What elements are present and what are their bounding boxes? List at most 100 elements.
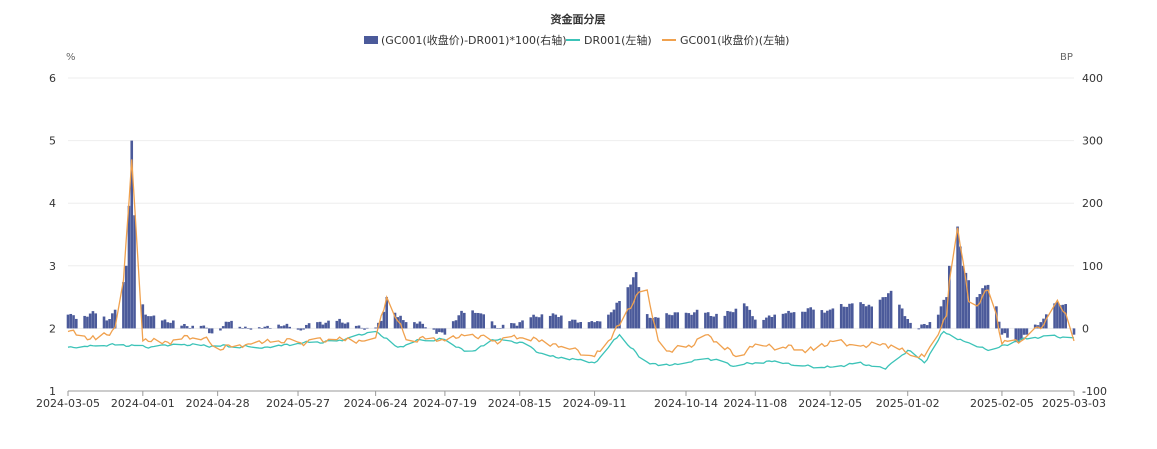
spread-bar (163, 319, 167, 329)
spread-bar (1042, 318, 1045, 329)
spread-bar (668, 314, 671, 329)
spread-bar (515, 325, 519, 329)
spread-bar (122, 282, 125, 329)
spread-bar (238, 326, 242, 329)
legend-label-spread: (GC001(收盘价)-DR001)*100(右轴) (381, 33, 567, 47)
spread-bar (612, 309, 616, 329)
legend-label-gc001: GC001(收盘价)(左轴) (680, 33, 789, 47)
x-tick-label: 2024-03-05 (36, 397, 100, 410)
spread-bar (745, 306, 749, 329)
spread-bar (1053, 303, 1056, 329)
spread-bar (144, 314, 147, 329)
spread-bar (823, 312, 826, 329)
spread-bar (579, 322, 582, 329)
spread-bar (967, 280, 970, 329)
left-tick-label: 3 (49, 260, 56, 273)
spread-bar (75, 318, 78, 329)
spread-bar (521, 320, 524, 329)
spread-bar (404, 322, 408, 329)
spread-bar (742, 303, 746, 329)
spread-bar (282, 325, 286, 329)
spread-bar (133, 215, 136, 329)
right-axis: -100 0 100 200 300 400 (1082, 72, 1107, 398)
spread-bar (316, 322, 319, 329)
spread-bar (548, 315, 552, 329)
spread-bar (188, 328, 192, 329)
spread-bar (266, 325, 269, 329)
spread-bar (695, 309, 699, 329)
spread-bar (687, 313, 691, 329)
spread-bar (590, 321, 594, 329)
spread-bar (731, 312, 735, 329)
spread-bar (1072, 328, 1076, 335)
spread-bar (571, 319, 574, 329)
spread-bar (936, 314, 940, 329)
spread-bar (801, 311, 804, 329)
right-tick-label: 400 (1082, 72, 1103, 85)
spread-bar (629, 284, 632, 329)
spread-bar (618, 301, 621, 329)
x-tick-label: 2024-07-19 (413, 397, 477, 410)
legend-item-dr001[interactable]: DR001(左轴) (566, 33, 652, 47)
spread-bar (809, 307, 813, 329)
spread-bar (221, 326, 225, 329)
spread-bar (91, 311, 95, 329)
spread-bar (343, 323, 347, 329)
spread-bar (321, 324, 325, 329)
spread-bar (318, 321, 322, 329)
spread-bar (925, 325, 929, 329)
spread-bar (435, 328, 438, 334)
spread-bar (654, 317, 657, 329)
spread-bar (474, 312, 477, 329)
spread-bar (169, 322, 172, 329)
spread-bar (1039, 322, 1043, 329)
x-tick-label: 2025-01-02 (876, 397, 940, 410)
spread-bar (997, 321, 1001, 329)
spread-bar (496, 328, 499, 329)
spread-bar (219, 328, 222, 331)
right-axis-unit: BP (1060, 52, 1073, 63)
legend-item-gc001[interactable]: GC001(收盘价)(左轴) (662, 33, 789, 47)
spread-bar (299, 328, 303, 331)
spread-bar (1014, 328, 1018, 343)
spread-bar (862, 303, 865, 329)
spread-bar (529, 317, 533, 329)
spread-bar (648, 317, 652, 329)
left-tick-label: 1 (49, 385, 56, 398)
spread-bar (363, 328, 366, 330)
spread-bar (1044, 314, 1048, 329)
spread-bar (69, 313, 73, 329)
spread-bar (432, 328, 436, 330)
spread-bar (978, 294, 982, 329)
spread-bar (767, 315, 771, 329)
spread-bar (199, 325, 203, 329)
x-tick-label: 2025-03-03 (1042, 397, 1106, 410)
spread-bar (959, 246, 962, 329)
spread-bar (961, 265, 965, 329)
x-tick-label: 2024-05-27 (266, 397, 330, 410)
spread-bar (693, 312, 696, 329)
left-tick-label: 5 (49, 135, 56, 148)
spread-bar (942, 299, 946, 329)
spread-bar (1000, 328, 1004, 335)
spread-bar (454, 320, 458, 329)
left-axis-unit: % (66, 52, 76, 63)
spread-bar (463, 312, 466, 329)
spread-bar (141, 304, 145, 329)
spread-bar (596, 321, 599, 329)
legend-item-spread[interactable]: (GC001(收盘价)-DR001)*100(右轴) (364, 33, 567, 47)
spread-bar (227, 321, 231, 329)
spread-bar (305, 324, 308, 329)
spread-bar (1022, 328, 1026, 335)
spread-bar (111, 313, 114, 329)
spread-bar (130, 140, 134, 329)
x-tick-label: 2024-10-14 (654, 397, 718, 410)
spread-bar (712, 316, 716, 329)
spread-bar (205, 327, 208, 329)
gridlines (68, 77, 1074, 329)
x-tick-label: 2024-09-11 (563, 397, 627, 410)
spread-bar (402, 320, 405, 329)
spread-bar (676, 312, 679, 329)
spread-bar (94, 313, 98, 329)
